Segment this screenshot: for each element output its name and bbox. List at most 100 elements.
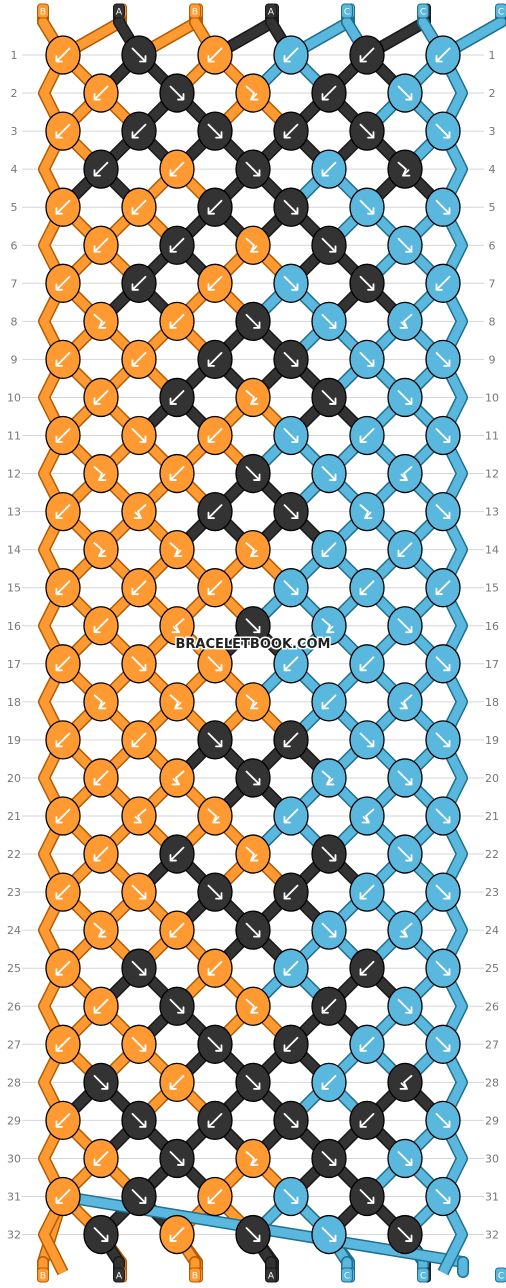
arrow-down-right-icon [93,1227,109,1242]
knot [197,339,233,380]
backward-forward-icon [397,161,411,177]
knot [83,986,119,1026]
knot [83,682,119,722]
knot [425,339,461,380]
arrow-down-left-icon [131,123,147,139]
knot [311,682,347,722]
arrow-down-left-icon [169,846,185,862]
backward-forward-icon [169,542,183,558]
arrow-down-right-icon [321,313,337,329]
knot [387,834,423,874]
knot [387,606,423,646]
row-number-left: 16 [7,620,21,633]
arrow-down-left-icon [93,85,109,101]
row-number-left: 26 [7,1000,21,1013]
row-number-left: 22 [7,848,21,861]
forward-backward-icon [361,808,375,824]
arrow-down-right-icon [207,656,223,672]
knot [273,339,309,380]
knot [197,1176,233,1217]
knot [273,568,309,608]
row-number-left: 11 [7,430,21,443]
row-number-left: 2 [11,87,18,100]
arrow-down-left-icon [321,85,337,101]
knot [235,530,271,570]
arrow-down-right-icon [435,732,451,748]
knot [121,872,157,912]
arrow-down-right-icon [435,960,451,976]
arrow-down-left-icon [169,466,185,481]
row-number-right: 15 [485,582,499,595]
strand-top-label: B [40,8,46,18]
knot [273,720,309,760]
knot [235,301,271,342]
knot [159,986,195,1026]
backward-forward-icon [245,1151,259,1166]
backward-forward-icon [359,504,373,519]
arrow-down-left-icon [435,580,451,596]
knot [159,377,195,418]
knot [235,758,271,798]
arrow-down-left-icon [359,656,375,672]
forward-backward-icon [399,466,413,481]
knot [349,263,385,303]
knot [197,796,233,836]
row-number-right: 11 [485,430,499,443]
knot [425,1024,461,1064]
arrow-down-right-icon [207,884,223,900]
row-number-left: 1 [11,49,18,62]
row-number-right: 31 [485,1191,499,1204]
knot [121,644,157,684]
forward-backward-icon [399,694,413,710]
arrow-down-left-icon [169,161,185,177]
knot [425,1176,461,1217]
backward-forward-icon [245,846,259,862]
arrow-down-right-icon [435,884,451,900]
arrow-down-right-icon [435,123,451,139]
arrow-down-left-icon [131,199,147,215]
row-number-right: 20 [485,772,499,785]
strand-bottom-label: C [344,1272,350,1282]
knot [349,111,385,151]
arrow-down-left-icon [283,47,299,63]
knot [45,415,81,456]
strand-top-tab [495,3,506,19]
arrow-down-right-icon [397,770,413,786]
arrow-down-right-icon [435,352,451,367]
row-number-left: 21 [7,810,21,823]
knot [83,1138,119,1179]
knot [349,187,385,227]
knot [121,720,157,760]
row-number-left: 8 [11,315,18,328]
arrow-down-right-icon [321,922,337,938]
row-number-right: 12 [485,468,499,481]
arrow-down-left-icon [55,199,71,215]
strand-top-label: C [498,8,504,18]
knot [121,1100,157,1141]
arrow-down-right-icon [321,1151,337,1166]
row-number-right: 1 [489,49,496,62]
knot [235,910,271,950]
knot [273,263,309,303]
strand-bottom-label: B [192,1272,198,1282]
arrow-down-left-icon [93,998,109,1014]
strand-bottom-label: A [116,1272,123,1282]
knot [311,1138,347,1179]
arrow-down-right-icon [283,580,299,596]
arrow-down-right-icon [397,1227,413,1242]
arrow-down-left-icon [93,770,109,786]
row-number-left: 23 [7,886,21,899]
knot [273,1176,309,1217]
knot [311,301,347,342]
arrow-down-right-icon [131,656,147,672]
strand-top-label: B [192,8,198,18]
arrow-down-right-icon [435,1113,451,1128]
arrow-down-left-icon [93,237,109,253]
arrow-down-left-icon [207,504,223,519]
row-number-left: 4 [11,163,18,176]
knot [235,453,271,494]
row-number-left: 18 [7,696,21,709]
strand-top-label: C [344,8,350,18]
knot [235,606,271,646]
knot [349,491,385,532]
